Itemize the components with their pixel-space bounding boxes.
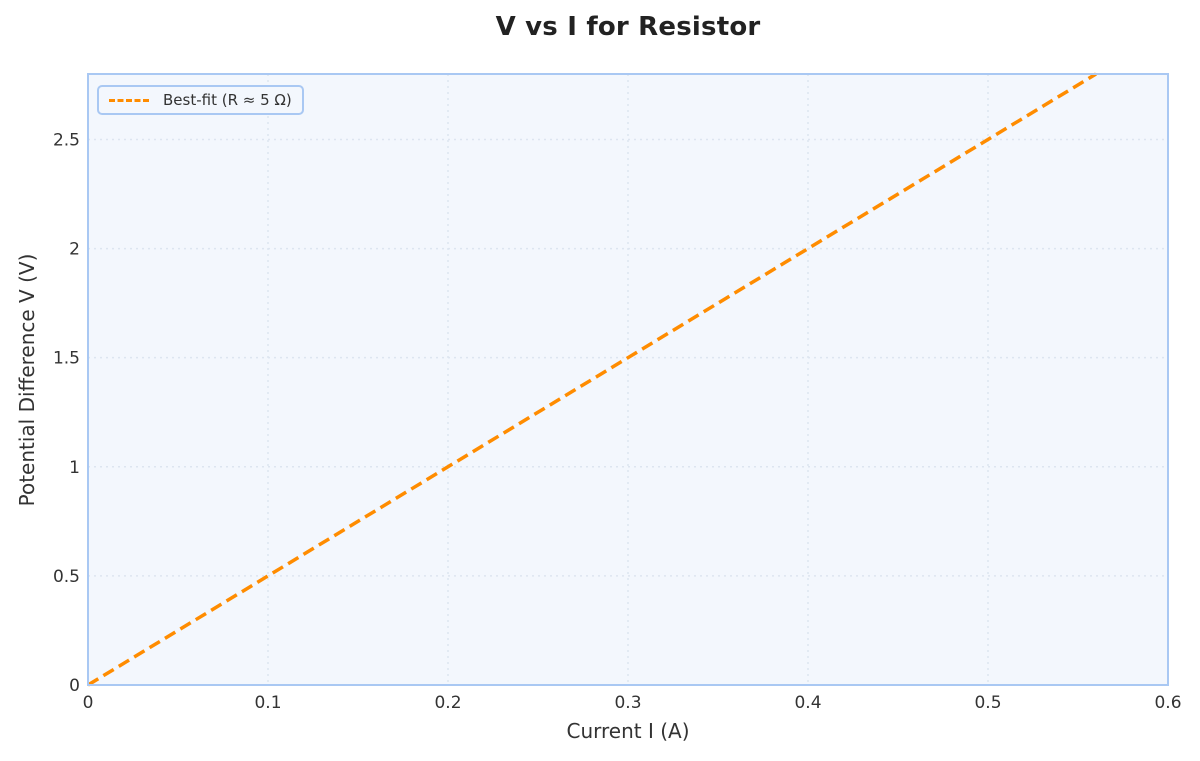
- plot-border: [87, 73, 1169, 686]
- y-tick-label: 0.5: [53, 567, 80, 587]
- x-axis-label: Current I (A): [566, 719, 689, 743]
- x-tick-label: 0.1: [254, 693, 281, 713]
- y-tick-label: 1.5: [53, 349, 80, 369]
- series-layer: [87, 72, 1097, 687]
- legend: Best-fit (R ≈ 5 Ω): [97, 85, 304, 115]
- y-axis-ticks: 0 0.5 1 1.5 2 2.5: [53, 130, 80, 696]
- y-tick-label: 2: [69, 240, 80, 260]
- best-fit-line: [87, 72, 1097, 687]
- x-tick-label: 0.3: [614, 693, 641, 713]
- x-tick-label: 0.4: [794, 693, 821, 713]
- x-tick-label: 0.5: [974, 693, 1001, 713]
- y-tick-label: 1: [69, 458, 80, 478]
- legend-label: Best-fit (R ≈ 5 Ω): [163, 91, 292, 109]
- x-tick-label: 0: [83, 693, 94, 713]
- x-tick-label: 0.6: [1154, 693, 1181, 713]
- chart-title: V vs I for Resistor: [495, 12, 761, 42]
- y-tick-label: 2.5: [53, 130, 80, 150]
- x-tick-label: 0.2: [434, 693, 461, 713]
- plot-area: [88, 74, 1168, 685]
- y-axis-label: Potential Difference V (V): [15, 254, 39, 507]
- y-tick-label: 0: [69, 676, 80, 696]
- legend-dashed-line-icon: [109, 98, 149, 102]
- x-axis-ticks: 0 0.1 0.2 0.3 0.4 0.5 0.6: [83, 693, 1182, 713]
